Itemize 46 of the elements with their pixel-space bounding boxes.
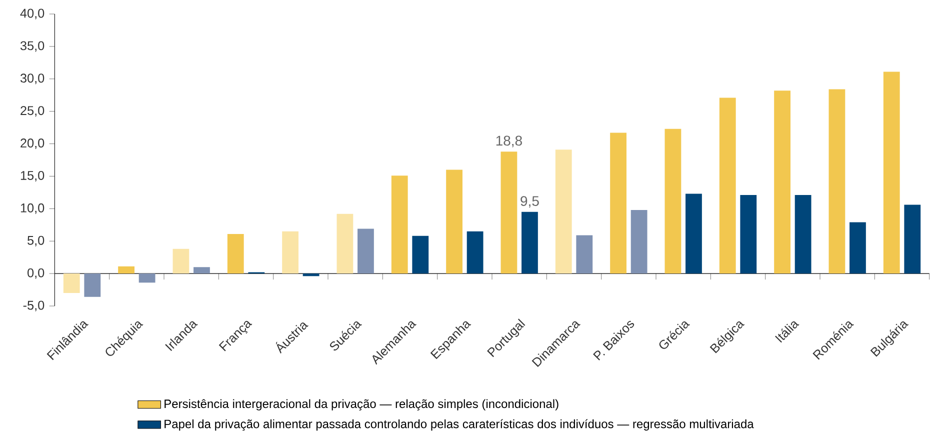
bar	[412, 236, 429, 274]
bar	[227, 234, 244, 274]
y-tick-label: 0,0	[28, 268, 44, 279]
y-tick-label: 15,0	[20, 170, 44, 182]
bar	[719, 98, 736, 274]
bar	[466, 231, 484, 274]
bar	[794, 195, 812, 274]
y-tick-label: 5,0	[28, 236, 44, 246]
bar	[63, 274, 80, 294]
y-tick-label: -5,0	[23, 300, 44, 312]
bar	[686, 194, 702, 274]
bar	[610, 132, 626, 274]
legend-label: Papel da privação alimentar passada controlando pelas caraterísticas dos indivíduos — regressão multivariada	[164, 419, 754, 431]
y-tick-label: 35,0	[20, 41, 44, 52]
bar	[576, 235, 593, 274]
bar	[740, 195, 757, 274]
bar	[883, 72, 900, 274]
x-tick-label: Itália	[775, 321, 800, 343]
y-tick-label: 10,0	[20, 203, 44, 214]
bar	[904, 204, 921, 274]
bar	[774, 90, 790, 274]
y-tick-label: 30,0	[20, 74, 44, 84]
bar	[302, 274, 320, 276]
bar	[118, 266, 134, 274]
bar	[358, 228, 374, 274]
bar	[194, 267, 210, 274]
bar	[336, 214, 354, 274]
bar	[828, 89, 846, 274]
y-tick-label: 40,0	[20, 8, 44, 20]
bar	[172, 248, 190, 274]
legend-label: Persistência intergeracional da privação — relação simples (incondicional)	[164, 399, 558, 410]
y-tick-label: 25,0	[20, 106, 44, 117]
bar	[630, 210, 648, 274]
bar	[282, 231, 298, 274]
data-label: 18,8	[496, 136, 522, 148]
bar	[664, 128, 682, 274]
bar	[446, 170, 462, 274]
bar	[391, 176, 408, 274]
bar	[138, 274, 156, 283]
bar	[500, 152, 518, 274]
y-tick-label: 20,0	[20, 138, 44, 150]
bar	[555, 150, 572, 274]
bar	[850, 222, 866, 274]
data-label: 9,5	[520, 196, 539, 208]
bar	[522, 212, 538, 274]
bar	[84, 274, 101, 297]
